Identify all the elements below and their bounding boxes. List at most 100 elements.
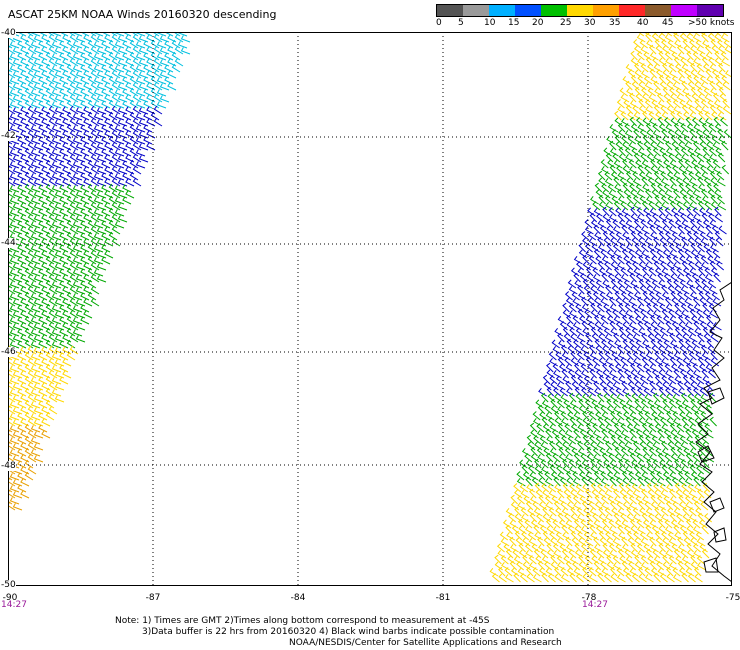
wind-barb bbox=[33, 371, 44, 379]
wind-barb bbox=[93, 161, 104, 169]
wind-barb bbox=[596, 392, 605, 403]
wind-barb bbox=[693, 550, 703, 559]
wind-barb bbox=[678, 338, 687, 349]
wind-barb bbox=[93, 101, 104, 109]
wind-barb bbox=[41, 190, 51, 199]
wind-barb bbox=[12, 227, 23, 235]
wind-barb bbox=[638, 566, 646, 577]
wind-barb bbox=[669, 316, 679, 325]
wind-barb bbox=[51, 257, 62, 265]
wind-barb bbox=[27, 453, 37, 463]
wind-barb bbox=[723, 39, 732, 49]
wind-barb bbox=[90, 45, 100, 55]
wind-barb bbox=[608, 207, 617, 217]
wind-barb bbox=[581, 320, 589, 331]
wind-barb bbox=[616, 165, 625, 175]
wind-barb bbox=[38, 328, 48, 337]
wind-barb bbox=[27, 465, 37, 475]
wind-barb bbox=[660, 177, 670, 187]
wind-barb bbox=[690, 291, 699, 301]
wind-barb bbox=[709, 416, 717, 427]
wind-barb bbox=[677, 248, 686, 259]
wind-barb bbox=[654, 38, 663, 49]
wind-barb bbox=[628, 321, 638, 331]
wind-barb bbox=[641, 200, 650, 211]
wind-barb bbox=[584, 381, 594, 391]
wind-barb bbox=[696, 219, 705, 229]
wind-barb bbox=[567, 435, 577, 445]
wind-barb bbox=[122, 148, 132, 157]
credit-line: NOAA/NESDIS/Center for Satellite Applica… bbox=[289, 638, 562, 648]
wind-barb bbox=[114, 89, 125, 97]
wind-barb bbox=[658, 542, 666, 553]
wind-barb bbox=[51, 365, 62, 373]
wind-barb bbox=[598, 374, 607, 385]
wind-barb bbox=[38, 400, 48, 409]
wind-barb bbox=[568, 549, 577, 559]
wind-barb bbox=[700, 165, 709, 175]
wind-barb bbox=[526, 434, 535, 445]
wind-barb bbox=[620, 357, 629, 367]
wind-barb bbox=[589, 435, 598, 445]
wind-barb bbox=[644, 574, 654, 583]
wind-barb bbox=[648, 291, 657, 301]
wind-barb bbox=[698, 134, 707, 145]
wind-barb bbox=[538, 544, 547, 553]
wind-barb bbox=[138, 107, 149, 115]
wind-barb bbox=[17, 220, 27, 229]
wind-barb bbox=[597, 466, 606, 475]
wind-barb bbox=[701, 417, 710, 427]
wind-barb bbox=[701, 212, 710, 223]
wind-barb bbox=[156, 53, 167, 61]
wind-barb bbox=[8, 273, 16, 283]
wind-barb bbox=[62, 106, 72, 115]
wind-barb bbox=[17, 64, 27, 73]
wind-barb bbox=[41, 298, 51, 307]
wind-barb bbox=[624, 286, 634, 295]
wind-barb bbox=[536, 513, 545, 523]
wind-barb bbox=[565, 560, 574, 571]
wind-barb bbox=[714, 74, 723, 85]
wind-barb bbox=[714, 230, 723, 241]
wind-barb bbox=[676, 447, 685, 457]
wind-barb bbox=[652, 459, 661, 469]
wind-barb bbox=[542, 506, 550, 517]
wind-barb bbox=[589, 417, 598, 427]
wind-barb bbox=[93, 209, 104, 217]
wind-barb bbox=[96, 263, 107, 271]
wind-barb bbox=[652, 441, 662, 451]
wind-barb bbox=[673, 279, 682, 289]
wind-barb bbox=[562, 302, 570, 313]
wind-barb bbox=[691, 339, 700, 349]
wind-barb bbox=[688, 507, 697, 517]
wind-barb bbox=[51, 329, 62, 337]
wind-barb bbox=[713, 166, 722, 175]
wind-barb bbox=[566, 494, 574, 505]
wind-barb bbox=[143, 88, 153, 97]
wind-barb bbox=[114, 53, 125, 61]
wind-barb bbox=[703, 87, 712, 97]
wind-barb bbox=[645, 368, 653, 379]
wind-barb bbox=[686, 230, 695, 241]
wind-barb bbox=[664, 346, 674, 355]
wind-barb bbox=[612, 537, 622, 547]
wind-barb bbox=[705, 248, 714, 259]
wind-barb bbox=[653, 170, 662, 181]
wind-barb bbox=[69, 129, 79, 139]
wind-barb bbox=[716, 261, 725, 271]
wind-barb bbox=[700, 501, 709, 511]
wind-barb bbox=[633, 111, 643, 121]
wind-barb bbox=[676, 291, 685, 301]
wind-barb bbox=[644, 255, 653, 265]
wind-barb bbox=[62, 298, 72, 307]
wind-barb bbox=[720, 34, 730, 43]
wind-barb bbox=[706, 338, 715, 349]
wind-barb bbox=[638, 278, 647, 289]
wind-barb bbox=[597, 220, 607, 229]
wind-barb bbox=[678, 76, 688, 85]
wind-barb bbox=[616, 99, 625, 109]
wind-barb bbox=[101, 40, 111, 49]
wind-barb bbox=[54, 251, 65, 259]
wind-barb bbox=[656, 561, 665, 571]
wind-barb bbox=[69, 165, 79, 175]
